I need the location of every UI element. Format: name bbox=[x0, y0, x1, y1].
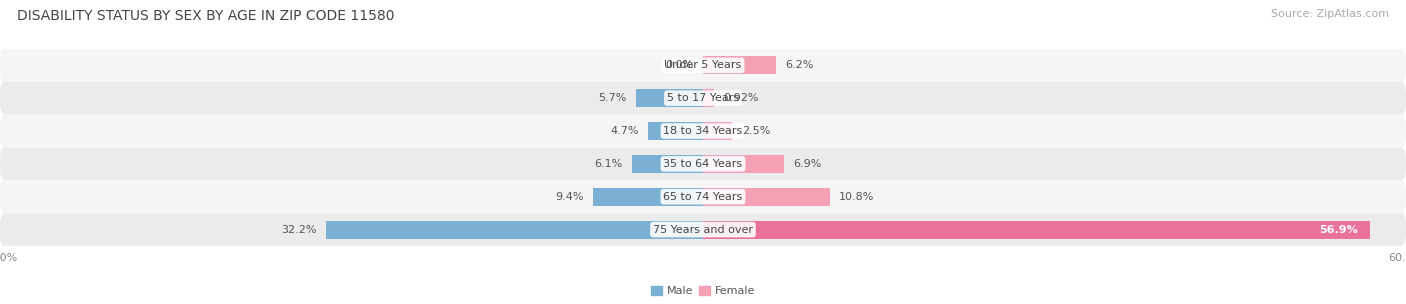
Text: 6.1%: 6.1% bbox=[593, 159, 621, 169]
Bar bbox=[631, 155, 703, 173]
Text: 9.4%: 9.4% bbox=[555, 192, 583, 202]
Text: 5.7%: 5.7% bbox=[599, 93, 627, 103]
Bar bbox=[637, 89, 703, 107]
Text: Under 5 Years: Under 5 Years bbox=[665, 60, 741, 70]
Text: 0.92%: 0.92% bbox=[723, 93, 759, 103]
FancyBboxPatch shape bbox=[0, 180, 1406, 213]
Text: 35 to 64 Years: 35 to 64 Years bbox=[664, 159, 742, 169]
Bar bbox=[703, 155, 785, 173]
Text: 65 to 74 Years: 65 to 74 Years bbox=[664, 192, 742, 202]
Bar bbox=[703, 56, 776, 74]
Text: 6.9%: 6.9% bbox=[793, 159, 821, 169]
Text: 75 Years and over: 75 Years and over bbox=[652, 225, 754, 235]
Bar bbox=[593, 188, 703, 206]
Bar bbox=[703, 122, 733, 140]
Text: 4.7%: 4.7% bbox=[610, 126, 638, 136]
Text: 5 to 17 Years: 5 to 17 Years bbox=[666, 93, 740, 103]
Bar bbox=[326, 220, 703, 239]
Text: 2.5%: 2.5% bbox=[742, 126, 770, 136]
FancyBboxPatch shape bbox=[0, 115, 1406, 147]
Text: DISABILITY STATUS BY SEX BY AGE IN ZIP CODE 11580: DISABILITY STATUS BY SEX BY AGE IN ZIP C… bbox=[17, 9, 394, 23]
Legend: Male, Female: Male, Female bbox=[647, 282, 759, 301]
Bar bbox=[703, 188, 830, 206]
FancyBboxPatch shape bbox=[0, 213, 1406, 246]
Text: 0.0%: 0.0% bbox=[665, 60, 693, 70]
Bar bbox=[703, 220, 1369, 239]
Text: 56.9%: 56.9% bbox=[1319, 225, 1358, 235]
FancyBboxPatch shape bbox=[0, 82, 1406, 115]
Text: 32.2%: 32.2% bbox=[281, 225, 316, 235]
Text: 6.2%: 6.2% bbox=[785, 60, 814, 70]
FancyBboxPatch shape bbox=[0, 49, 1406, 82]
Text: 18 to 34 Years: 18 to 34 Years bbox=[664, 126, 742, 136]
Bar bbox=[648, 122, 703, 140]
Text: 10.8%: 10.8% bbox=[839, 192, 875, 202]
FancyBboxPatch shape bbox=[0, 147, 1406, 180]
Text: Source: ZipAtlas.com: Source: ZipAtlas.com bbox=[1271, 9, 1389, 19]
Bar bbox=[703, 89, 714, 107]
